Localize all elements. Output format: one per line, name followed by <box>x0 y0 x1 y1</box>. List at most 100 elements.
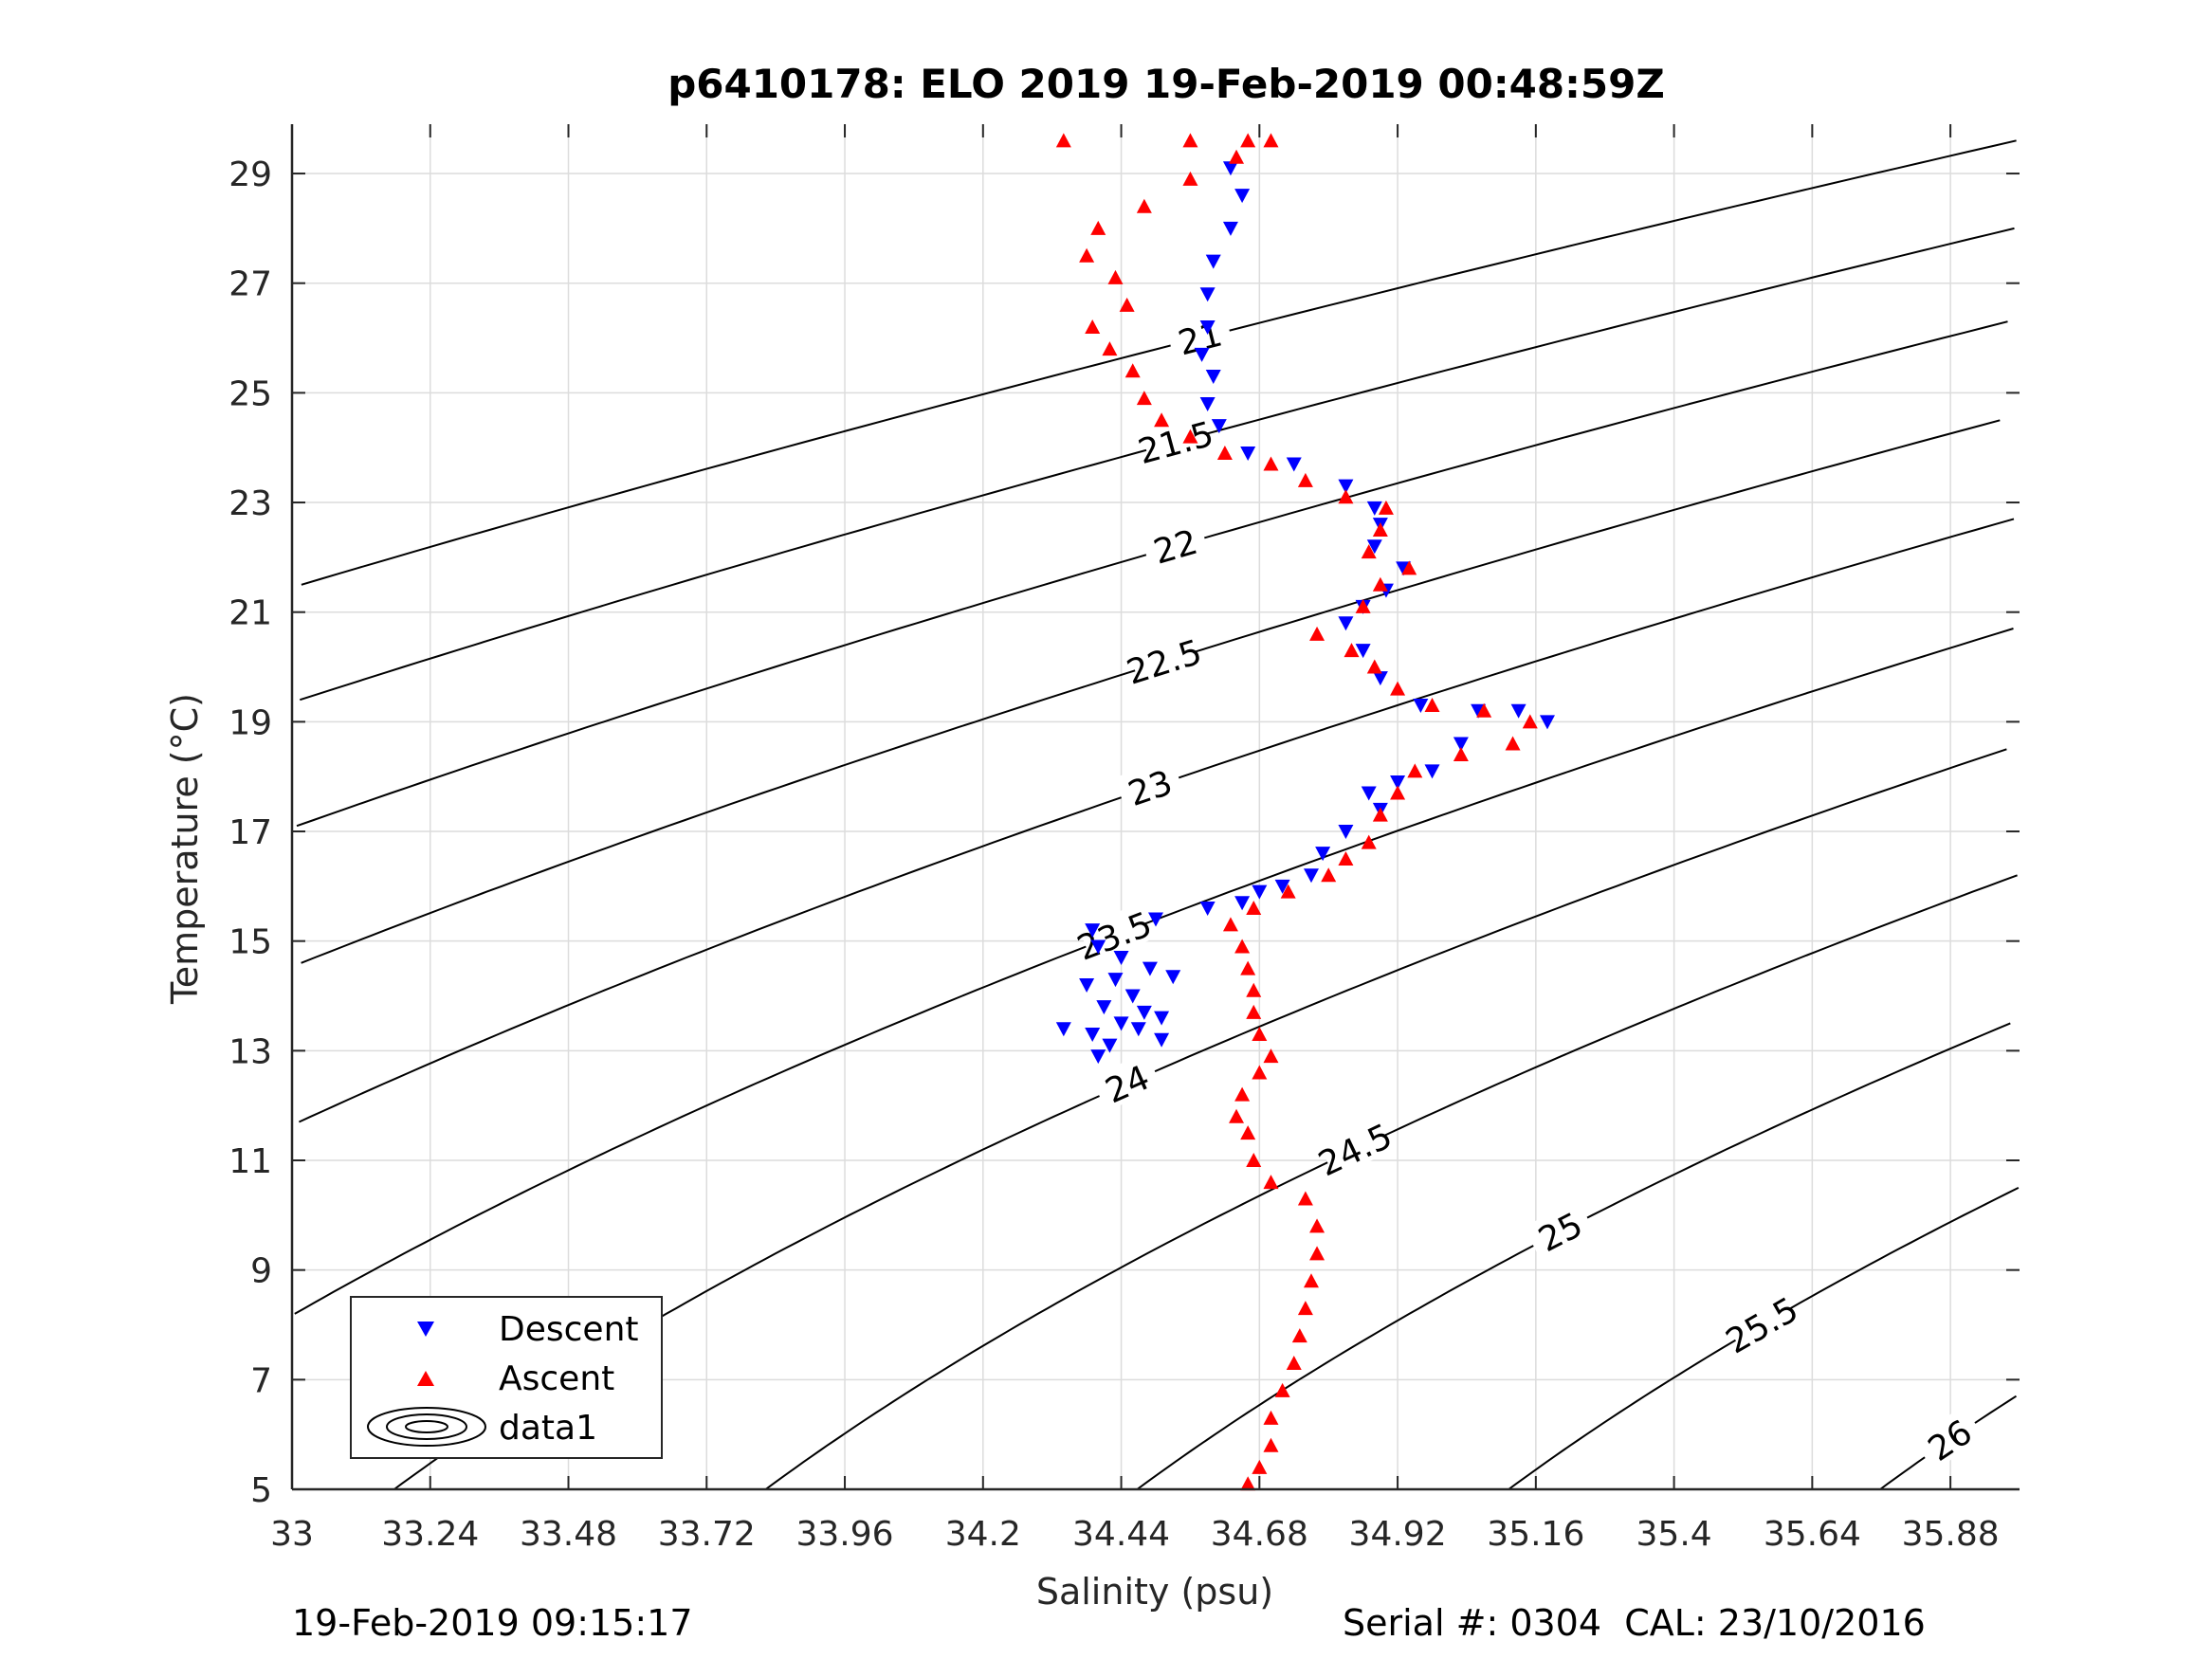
ascent-point <box>1154 412 1170 428</box>
x-tick-label: 34.92 <box>1349 1515 1447 1554</box>
descent-point <box>1338 616 1354 631</box>
descent-point <box>1199 901 1216 916</box>
ascent-point <box>1055 133 1071 148</box>
ascent-point <box>1372 521 1388 537</box>
isopycnal-line <box>294 628 2014 1315</box>
descent-point <box>1142 961 1158 976</box>
ascent-point <box>1263 1048 1279 1064</box>
isopycnal-label-bg <box>1725 1291 1797 1356</box>
y-tick-label: 23 <box>229 484 272 523</box>
isopycnal-label-bg <box>1114 757 1185 814</box>
descent-point <box>1113 1016 1129 1031</box>
x-tick-label: 35.4 <box>1636 1515 1712 1554</box>
descent-point <box>1085 1028 1101 1042</box>
chart-title: p6410178: ELO 2019 19-Feb-2019 00:48:59Z <box>667 61 1665 107</box>
ascent-point <box>1303 1273 1319 1288</box>
ascent-point <box>1234 1086 1251 1102</box>
footer-timestamp: 19-Feb-2019 09:15:17 <box>292 1602 693 1644</box>
descent-point <box>1338 825 1354 840</box>
ascent-point <box>1372 807 1388 822</box>
descent-point <box>1222 221 1238 236</box>
y-axis-label: Temperature (°C) <box>164 693 206 1005</box>
isopycnal-label-bg <box>1140 518 1210 572</box>
descent-point <box>1222 161 1238 176</box>
y-tick-label: 9 <box>250 1252 272 1291</box>
y-tick-label: 19 <box>229 703 272 742</box>
descent-point <box>1338 479 1354 494</box>
x-tick-label: 33.48 <box>520 1515 617 1554</box>
descent-point <box>1274 879 1290 894</box>
isopycnal-label-bg <box>1128 632 1198 687</box>
descent-point <box>1234 189 1251 204</box>
ascent-point <box>1124 363 1141 378</box>
ascent-point <box>1505 736 1521 751</box>
ascent-point <box>1182 171 1198 186</box>
ascent-point <box>1344 643 1360 658</box>
ascent-point <box>1286 1355 1302 1370</box>
ascent-point <box>1274 1382 1290 1397</box>
ascent-point <box>1361 834 1377 849</box>
isopycnal-label: 22.5 <box>1123 633 1207 693</box>
ascent-point <box>1252 1065 1268 1080</box>
descent-point <box>1361 786 1377 801</box>
ascent-point <box>1297 1191 1313 1206</box>
ascent-point <box>1182 133 1198 148</box>
descent-point <box>1315 847 1331 862</box>
isopycnal-label-bg <box>1141 413 1210 467</box>
descent-point <box>1372 671 1388 686</box>
x-tick-label: 33.72 <box>658 1515 756 1554</box>
y-tick-label: 5 <box>250 1471 272 1510</box>
isopycnal-label-bg <box>1165 310 1234 362</box>
ascent-point <box>1338 850 1354 866</box>
descent-point <box>1154 1032 1170 1048</box>
ascent-point <box>1240 1125 1256 1140</box>
descent-point <box>1240 446 1256 461</box>
ascent-point <box>1246 1153 1262 1168</box>
ascent-point <box>1252 1459 1268 1474</box>
descent-point <box>1199 396 1216 411</box>
isopycnal-label-bg <box>1524 1198 1596 1261</box>
descent-point <box>1096 1000 1112 1015</box>
ascent-point <box>1263 1437 1279 1452</box>
descent-point <box>1199 319 1216 335</box>
ascent-point <box>1297 472 1313 487</box>
ascent-point <box>1338 489 1354 504</box>
ascent-point <box>1522 714 1538 729</box>
y-tick-label: 11 <box>229 1142 272 1181</box>
ascent-point <box>1309 1246 1325 1261</box>
ascent-point <box>1297 1301 1313 1316</box>
ascent-point <box>1321 867 1337 883</box>
ascent-point <box>1246 900 1262 915</box>
descent-point <box>1079 977 1095 993</box>
ascent-point <box>1079 247 1095 263</box>
y-tick-label: 17 <box>229 813 272 852</box>
y-tick-label: 25 <box>229 374 272 413</box>
legend-descent-label: Descent <box>499 1310 639 1349</box>
y-tick-label: 29 <box>229 155 272 194</box>
isopycnal-line <box>765 874 2018 1490</box>
isopycnal-line <box>299 227 2015 702</box>
legend-ascent-label: Ascent <box>499 1359 614 1398</box>
descent-point <box>1136 1005 1152 1020</box>
x-tick-label: 35.88 <box>1902 1515 2000 1554</box>
x-tick-label: 35.16 <box>1487 1515 1584 1554</box>
descent-point <box>1252 884 1268 900</box>
descent-point <box>1539 715 1555 730</box>
ascent-point <box>1136 198 1152 213</box>
descent-point <box>1055 1022 1071 1037</box>
y-tick-label: 7 <box>250 1361 272 1400</box>
y-tick-label: 15 <box>229 923 272 962</box>
ascent-point <box>1229 1108 1245 1123</box>
descent-point <box>1090 1049 1106 1065</box>
descent-point <box>1102 1038 1118 1053</box>
descent-point <box>1211 419 1227 434</box>
descent-point <box>1148 912 1163 927</box>
isopycnal-line <box>298 518 2015 1123</box>
descent-point <box>1234 896 1251 911</box>
descent-point <box>1154 1011 1170 1026</box>
descent-point <box>1366 539 1382 555</box>
ascent-point <box>1085 319 1101 334</box>
legend-ascent-marker <box>417 1371 434 1386</box>
x-tick-label: 33.96 <box>796 1515 894 1554</box>
